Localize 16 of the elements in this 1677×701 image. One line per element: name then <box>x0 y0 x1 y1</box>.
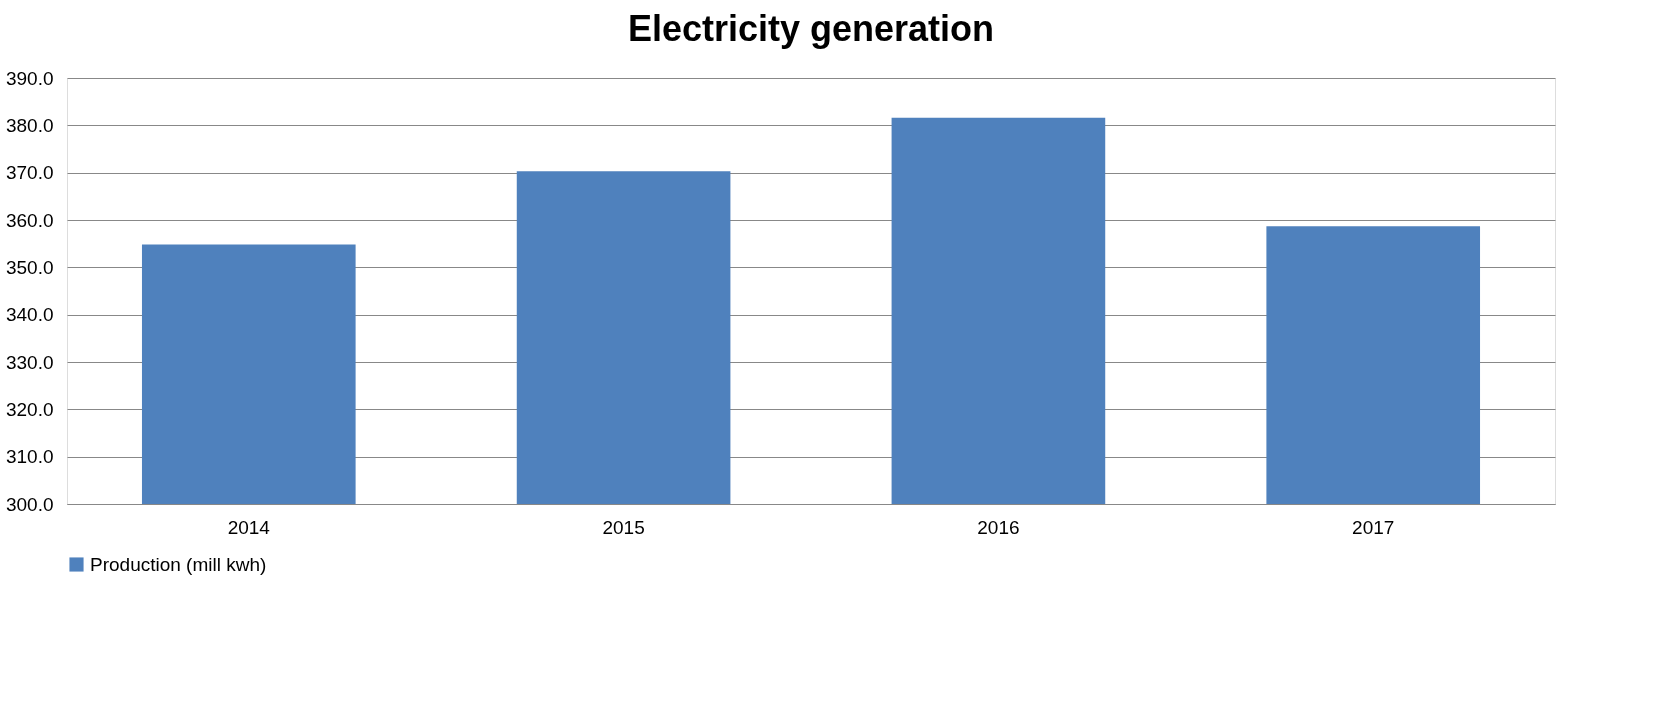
y-tick-label: 380.0 <box>5 114 54 136</box>
legend-label: Production (mill kwh) <box>90 553 267 575</box>
x-tick-label: 2017 <box>1352 516 1395 538</box>
y-tick-label: 370.0 <box>5 162 54 184</box>
y-tick-label: 310.0 <box>5 446 54 468</box>
y-tick-label: 360.0 <box>5 209 54 231</box>
y-tick-label: 340.0 <box>5 304 54 326</box>
chart-title: Electricity generation <box>627 8 995 49</box>
x-tick-label: 2015 <box>602 516 645 538</box>
y-tick-label: 330.0 <box>5 351 54 373</box>
y-tick-label: 300.0 <box>5 493 54 515</box>
x-tick-label: 2016 <box>977 516 1020 538</box>
y-tick-label: 320.0 <box>5 398 54 420</box>
y-tick-label: 390.0 <box>5 67 54 89</box>
x-tick-label: 2014 <box>227 516 271 538</box>
y-tick-label: 350.0 <box>5 256 54 278</box>
